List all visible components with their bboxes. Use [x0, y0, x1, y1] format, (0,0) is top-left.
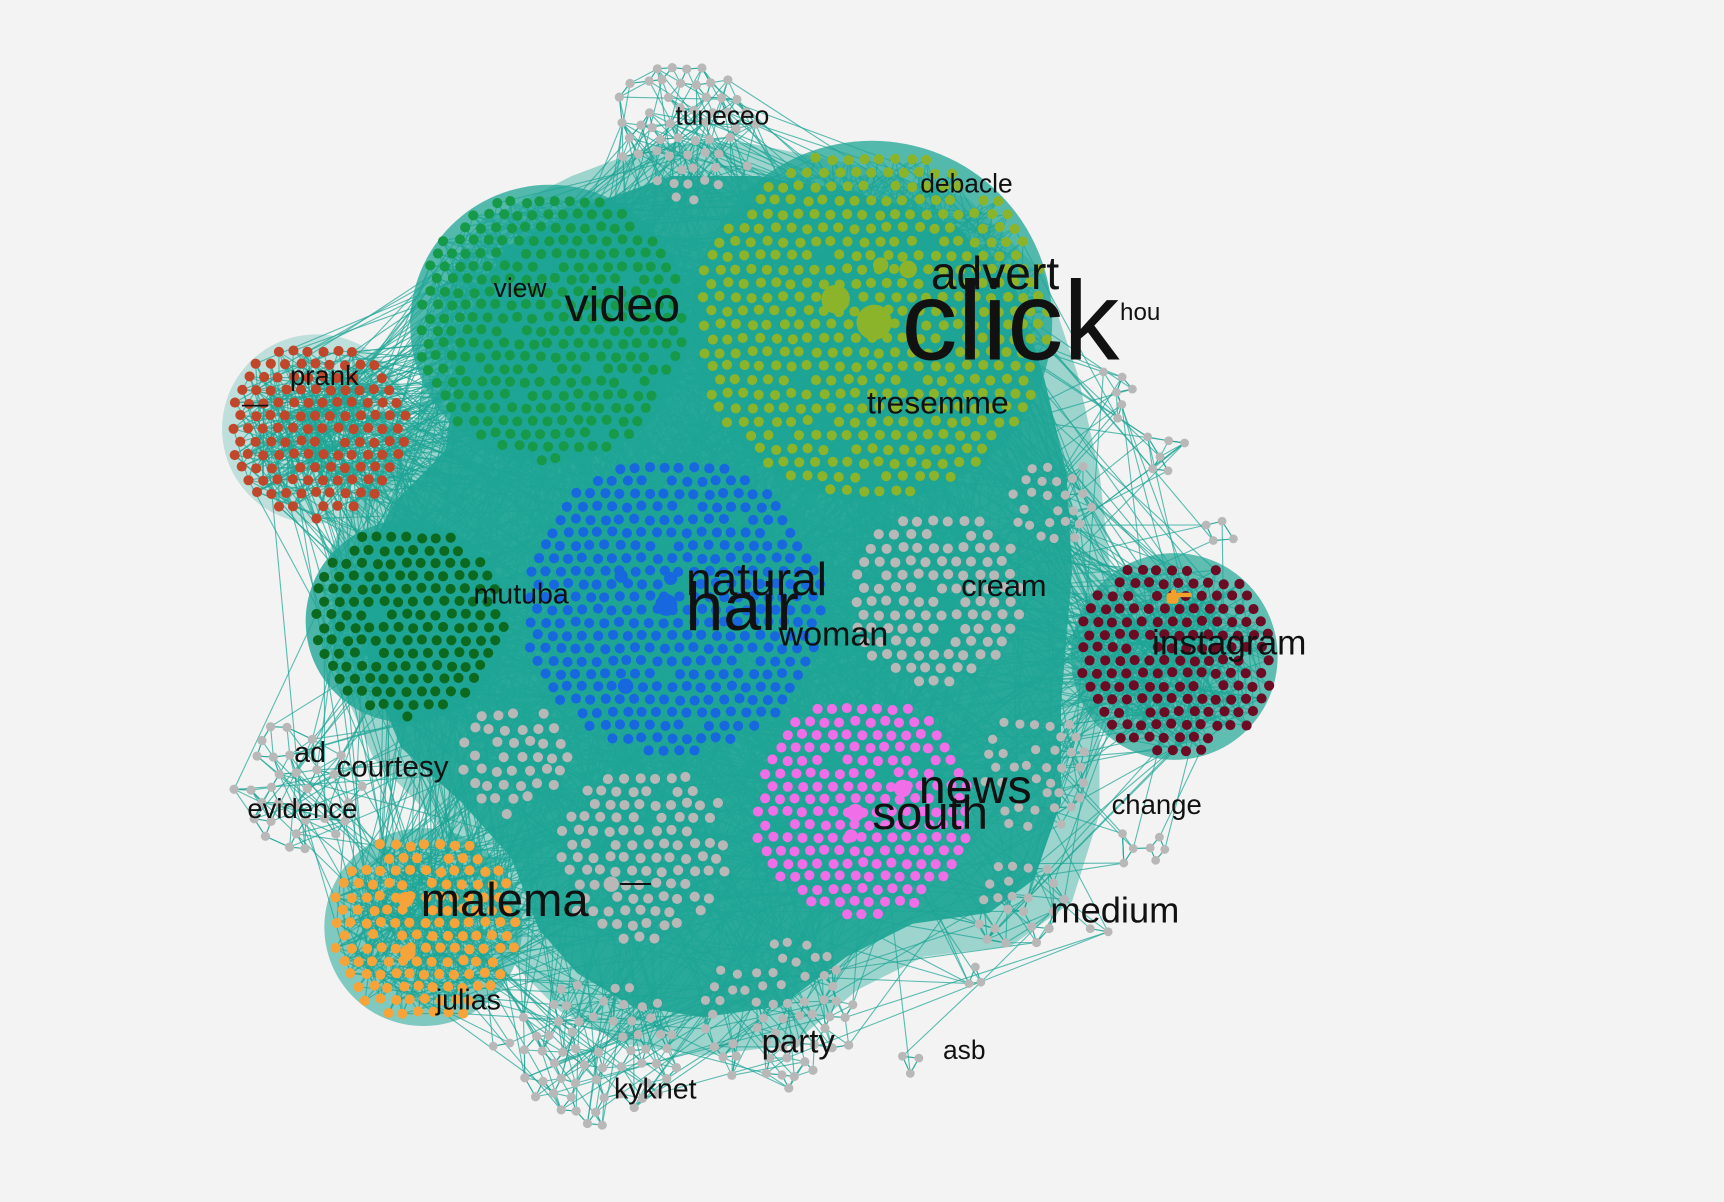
edge: [668, 96, 707, 123]
edge: [387, 986, 433, 989]
edge: [832, 297, 968, 449]
edge: [270, 363, 279, 403]
edge: [942, 173, 953, 215]
edge: [619, 80, 650, 98]
edge: [958, 185, 975, 214]
edge: [629, 68, 658, 84]
edge: [649, 112, 719, 186]
edge: [239, 376, 265, 416]
